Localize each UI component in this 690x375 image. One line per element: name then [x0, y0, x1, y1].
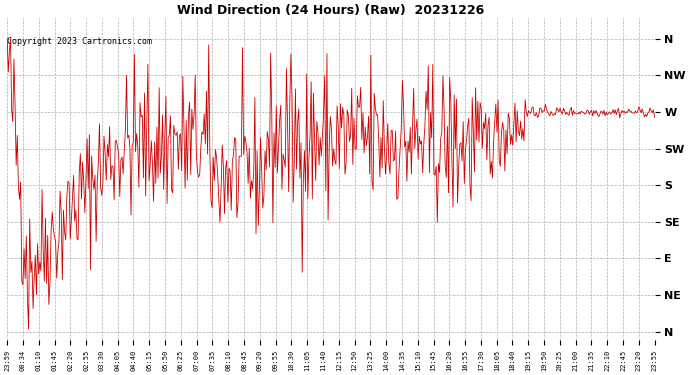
Title: Wind Direction (24 Hours) (Raw)  20231226: Wind Direction (24 Hours) (Raw) 20231226: [177, 4, 484, 17]
Text: Copyright 2023 Cartronics.com: Copyright 2023 Cartronics.com: [7, 38, 152, 46]
